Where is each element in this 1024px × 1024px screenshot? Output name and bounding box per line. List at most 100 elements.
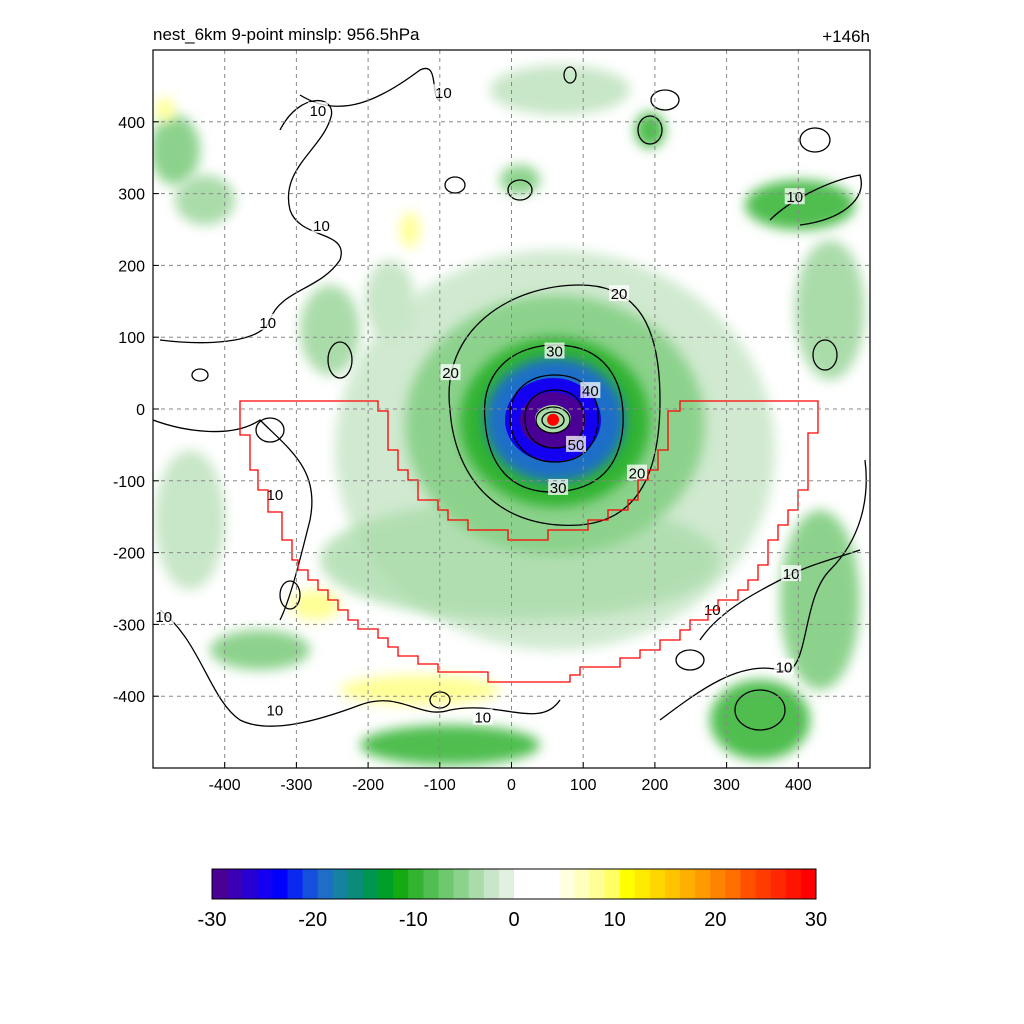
contour-lines	[153, 66, 867, 731]
colorbar-swatch	[257, 869, 273, 899]
contour-cell	[279, 580, 301, 610]
x-tick-label: 100	[570, 777, 597, 794]
contour-cell	[799, 127, 831, 153]
colorbar-swatch	[695, 869, 711, 899]
shading-patch	[210, 630, 310, 670]
contour-label-bg	[580, 382, 601, 399]
contour-40	[509, 374, 599, 463]
colorbar	[211, 868, 817, 900]
contour-label-bg	[257, 313, 278, 330]
contour-label-bg	[781, 565, 802, 582]
contour-10	[159, 100, 342, 344]
contour-cell	[191, 368, 209, 382]
y-tick-label: -100	[113, 474, 145, 491]
colorbar-swatch	[302, 869, 319, 899]
x-tick-label: -400	[209, 777, 241, 794]
contour-label-bg	[153, 608, 174, 625]
y-tick-label: -300	[113, 617, 145, 634]
colorbar-swatch	[740, 869, 757, 899]
colorbar-frame	[211, 868, 817, 900]
contour-inner	[535, 406, 571, 434]
colorbar-swatch	[589, 869, 606, 899]
contour-10	[153, 419, 313, 621]
colorbar-swatch	[212, 869, 228, 899]
colorbar-swatch	[287, 869, 304, 899]
colorbar-swatch	[725, 869, 741, 899]
y-tick-label: 0	[136, 402, 145, 419]
shading-patch	[635, 112, 665, 148]
colorbar-swatch	[347, 869, 364, 899]
colorbar-swatch	[453, 869, 470, 899]
contour-label-bg	[311, 216, 332, 233]
contour-cell	[255, 417, 285, 443]
colorbar-tick-label: -10	[399, 909, 428, 931]
contour-20	[448, 284, 661, 526]
contour-inner	[541, 411, 565, 429]
contour-label-bg	[566, 435, 587, 452]
x-tick-label: 200	[642, 777, 669, 794]
shading-patch-positive	[340, 675, 500, 705]
contour-cell	[327, 341, 353, 379]
colorbar-swatch	[363, 869, 379, 899]
contour-label-bg	[472, 708, 493, 725]
colorbar-swatch	[800, 869, 817, 899]
contour-label: 30	[550, 480, 567, 497]
contour-label-bg	[264, 701, 285, 718]
colorbar-tick-label: 30	[805, 909, 827, 931]
contour-label-bg	[609, 285, 630, 302]
colorbar-tick-label: -20	[298, 909, 327, 931]
contour-label: 10	[776, 659, 793, 676]
contour-label: 40	[582, 383, 599, 400]
y-tick-label: -200	[113, 546, 145, 563]
colorbar-swatch	[393, 869, 409, 899]
contour-cell	[507, 179, 533, 201]
shading-patch-positive	[155, 98, 175, 122]
contour-label: 10	[267, 487, 284, 504]
colorbar-swatch	[755, 869, 772, 899]
contour-label-bg	[433, 84, 454, 101]
colorbar-swatch	[227, 869, 243, 899]
colorbar-swatch	[544, 869, 560, 899]
shading-patch	[795, 240, 865, 380]
colorbar-tick-label: -30	[198, 909, 227, 931]
contour-label-bg	[440, 364, 461, 381]
contour-label: 10	[435, 85, 452, 102]
domain-outline	[239, 400, 819, 683]
colorbar-swatch	[710, 869, 726, 899]
x-tick-label: -100	[424, 777, 456, 794]
contour-label: 20	[629, 466, 646, 483]
colorbar-swatch	[317, 869, 334, 899]
contour-label-bg	[307, 102, 328, 119]
contour-label: 10	[267, 703, 284, 720]
forecast-hour-label: +146h	[822, 27, 870, 46]
contour-cell	[675, 649, 705, 671]
shading-patch	[710, 680, 810, 760]
contour-label-bg	[626, 464, 647, 481]
shading-patch	[153, 115, 200, 185]
shading-patch	[490, 65, 630, 115]
y-tick-label: 400	[118, 115, 145, 132]
colorbar-swatch	[634, 869, 651, 899]
contour-label: 10	[786, 189, 803, 206]
contour-label-bg	[548, 478, 569, 495]
shaded-field	[153, 65, 865, 765]
y-tick-label: -400	[113, 689, 145, 706]
colorbar-swatch	[770, 869, 787, 899]
contour-label-bg	[544, 342, 565, 359]
colorbar-swatch	[498, 869, 515, 899]
colorbar-swatch	[514, 869, 530, 899]
contour-10	[659, 459, 867, 721]
storm-center-marker	[547, 413, 560, 426]
contour-cell	[563, 66, 577, 84]
colorbar-tick-label: 0	[508, 909, 519, 931]
colorbar-swatch	[649, 869, 666, 899]
contour-label-bg	[784, 188, 805, 205]
y-tick-label: 200	[118, 258, 145, 275]
contour-label: 20	[611, 286, 628, 303]
x-tick-label: 0	[507, 777, 516, 794]
colorbar-swatch	[483, 869, 500, 899]
contour-label: 10	[313, 218, 330, 235]
contour-label: 10	[474, 710, 491, 727]
contour-label: 20	[442, 365, 459, 382]
